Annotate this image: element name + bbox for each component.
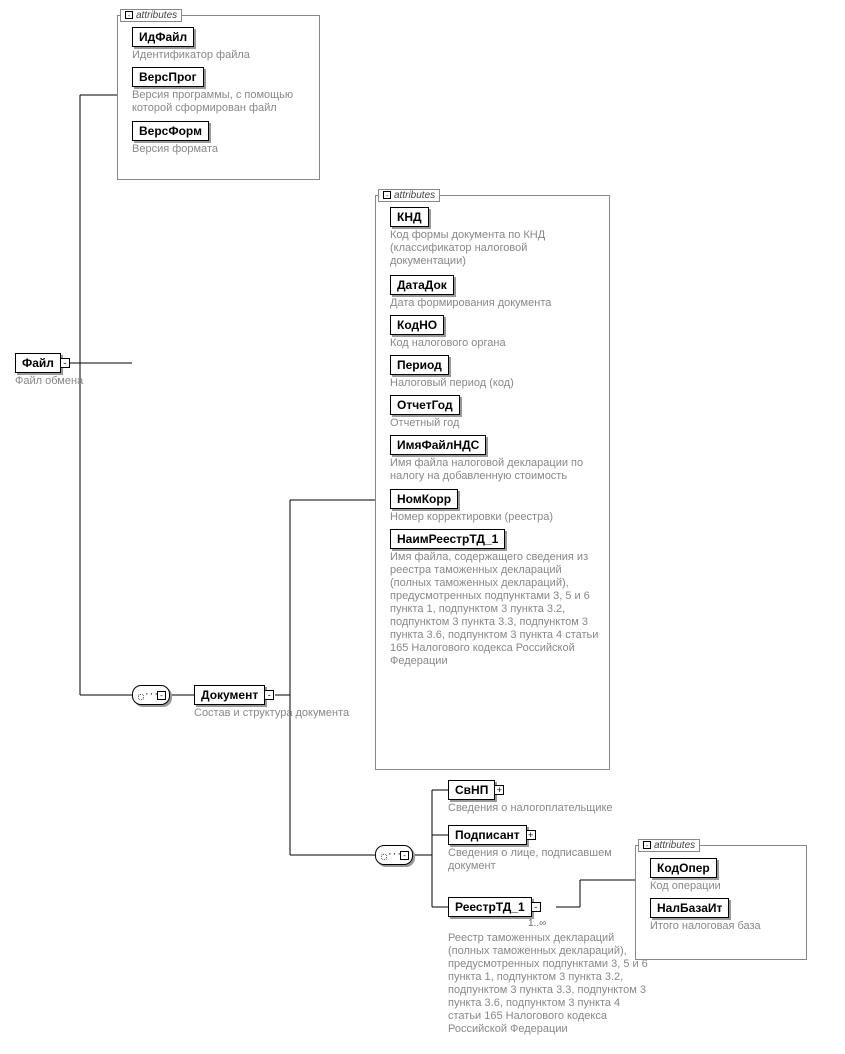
attr-versform[interactable]: ВерсФорм xyxy=(132,121,209,141)
node-document-desc: Состав и структура документа xyxy=(194,707,349,720)
attr-datadok-desc: Дата формирования документа xyxy=(390,297,551,310)
attr-versprog[interactable]: ВерсПрог xyxy=(132,67,204,87)
attr-group-file-header: -attributes xyxy=(120,9,182,22)
node-svnp-desc: Сведения о налогоплательщике xyxy=(448,802,613,815)
node-file-desc: Файл обмена xyxy=(15,375,83,388)
collapse-icon[interactable]: - xyxy=(383,191,391,199)
attr-idfile-desc: Идентификатор файла xyxy=(132,49,250,62)
attr-naimreestr[interactable]: НаимРеестрТД_1 xyxy=(390,529,505,549)
attr-kodno[interactable]: КодНО xyxy=(390,315,444,335)
node-document[interactable]: Документ - xyxy=(194,685,265,705)
node-reestr-card: 1..∞ xyxy=(528,918,546,929)
collapse-icon[interactable]: - xyxy=(643,841,651,849)
attr-knd-desc: Код формы документа по КНД (классификато… xyxy=(390,229,595,268)
attr-imyafilnds-desc: Имя файла налоговой декларации по налогу… xyxy=(390,457,595,483)
attr-versprog-desc: Версия программы, с помощью которой сфор… xyxy=(132,89,307,115)
attr-period[interactable]: Период xyxy=(390,355,449,375)
attr-group-reestr-header: -attributes xyxy=(638,839,700,852)
expand-icon[interactable]: - xyxy=(157,691,166,700)
expand-icon[interactable]: - xyxy=(400,851,409,860)
expand-icon[interactable]: - xyxy=(531,902,541,912)
expand-icon[interactable]: + xyxy=(494,785,504,795)
sequence-connector-doc: - xyxy=(375,845,413,865)
attr-group-doc-header: -attributes xyxy=(378,189,440,202)
attr-period-desc: Налоговый период (код) xyxy=(390,377,514,390)
attr-idfile[interactable]: ИдФайл xyxy=(132,27,194,47)
expand-icon[interactable]: + xyxy=(526,830,536,840)
attr-otchetgod-desc: Отчетный год xyxy=(390,417,459,430)
attr-kodoper[interactable]: КодОпер xyxy=(650,858,717,878)
attr-kodoper-desc: Код операции xyxy=(650,880,721,893)
attr-nalbazait-desc: Итого налоговая база xyxy=(650,920,761,933)
attr-kodno-desc: Код налогового органа xyxy=(390,337,506,350)
node-podpisant[interactable]: Подписант + xyxy=(448,825,527,845)
expand-icon[interactable]: - xyxy=(60,358,70,368)
sequence-connector: - xyxy=(132,685,170,705)
node-svnp[interactable]: СвНП + xyxy=(448,780,495,800)
attr-nomkorr-desc: Номер корректировки (реестра) xyxy=(390,511,553,524)
attr-nalbazait[interactable]: НалБазаИт xyxy=(650,898,729,918)
attr-datadok[interactable]: ДатаДок xyxy=(390,275,454,295)
attr-imyafilnds[interactable]: ИмяФайлНДС xyxy=(390,435,486,455)
node-file-label: Файл xyxy=(22,356,54,370)
attr-knd[interactable]: КНД xyxy=(390,207,429,227)
node-reestr-desc: Реестр таможенных деклараций (полных там… xyxy=(448,932,648,1036)
expand-icon[interactable]: - xyxy=(264,690,274,700)
collapse-icon[interactable]: - xyxy=(125,11,133,19)
node-podpisant-desc: Сведения о лице, подписавшем документ xyxy=(448,847,638,873)
attr-naimreestr-desc: Имя файла, содержащего сведения из реест… xyxy=(390,551,600,668)
attr-otchetgod[interactable]: ОтчетГод xyxy=(390,395,460,415)
attr-versform-desc: Версия формата xyxy=(132,143,218,156)
attr-nomkorr[interactable]: НомКорр xyxy=(390,489,458,509)
node-file[interactable]: Файл - xyxy=(15,353,61,373)
node-reestr[interactable]: РеестрТД_1 - xyxy=(448,897,532,917)
